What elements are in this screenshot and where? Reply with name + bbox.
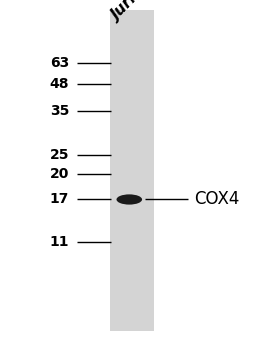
Text: 35: 35: [50, 104, 69, 118]
Bar: [110, 10, 154, 331]
Text: COX4: COX4: [195, 191, 240, 208]
Text: 25: 25: [50, 148, 69, 162]
Text: Jurkat: Jurkat: [109, 0, 156, 24]
Text: 11: 11: [50, 235, 69, 249]
Ellipse shape: [116, 194, 142, 205]
Text: 48: 48: [50, 76, 69, 91]
Text: 63: 63: [50, 56, 69, 70]
Text: 20: 20: [50, 167, 69, 181]
Text: 17: 17: [50, 192, 69, 207]
